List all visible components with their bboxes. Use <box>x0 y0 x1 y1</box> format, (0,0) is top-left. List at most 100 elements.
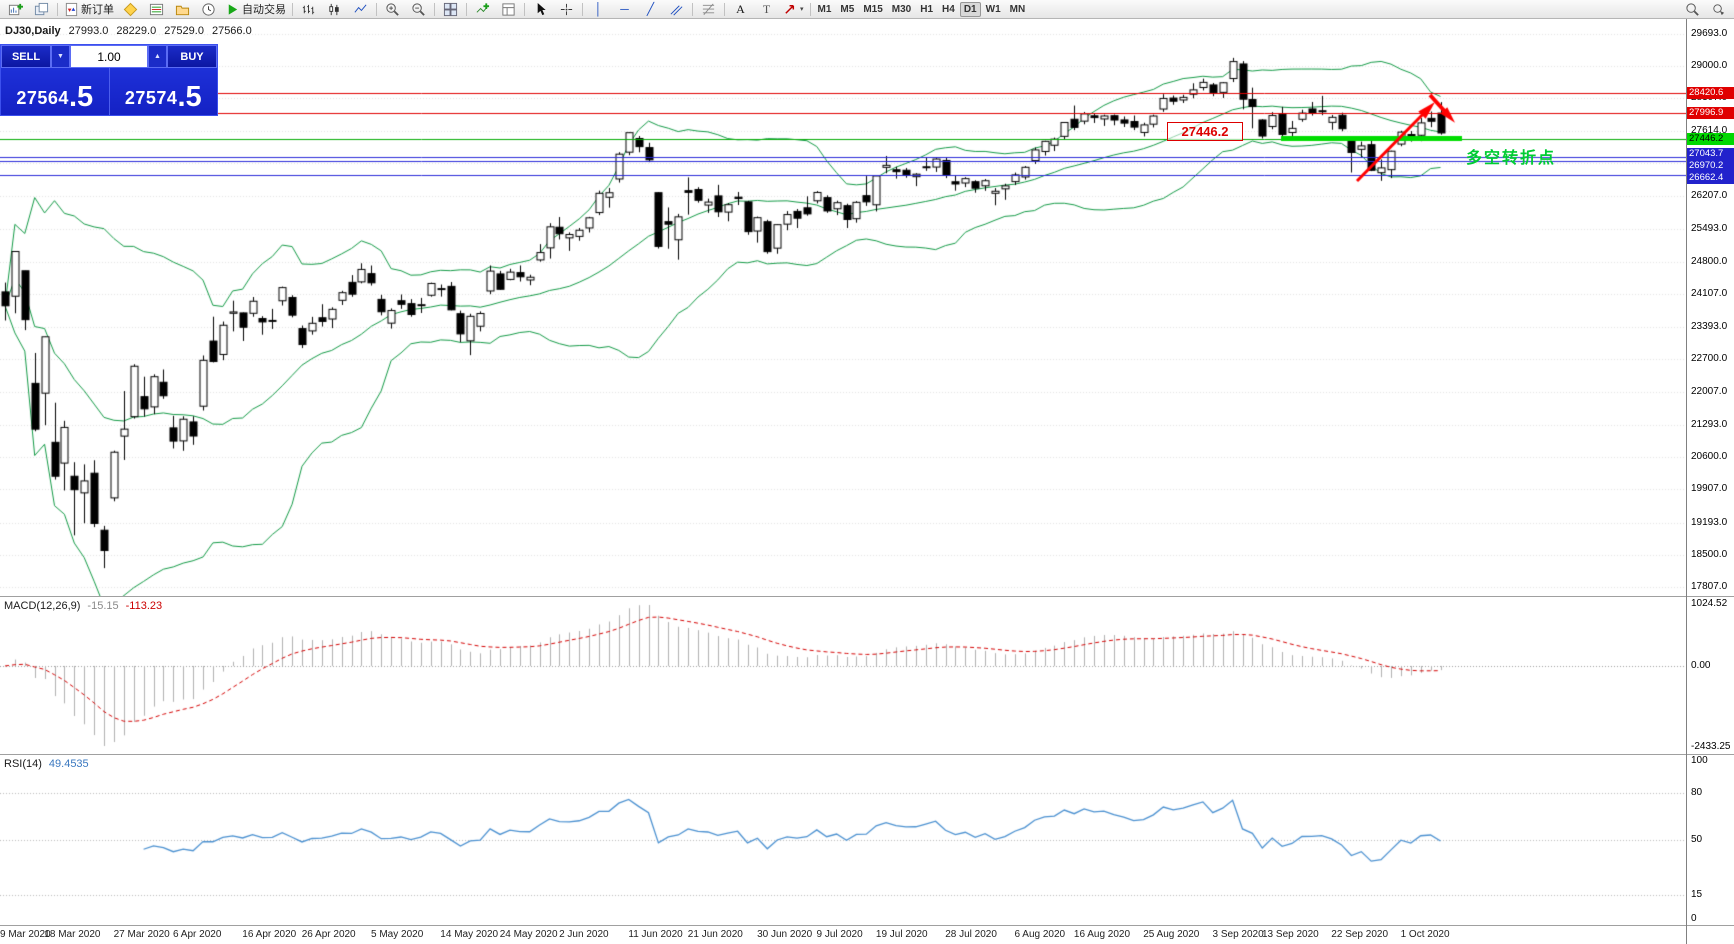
date-label: 30 Jun 2020 <box>757 929 813 940</box>
crosshair-tool-button[interactable] <box>554 0 579 19</box>
horizontal-line-tool-button[interactable]: ─ <box>612 0 637 19</box>
search-symbols-button[interactable] <box>1680 0 1705 19</box>
timeframe-w1-button[interactable]: W1 <box>985 3 1001 15</box>
market-watch-button[interactable] <box>144 0 169 19</box>
volume-down-button[interactable]: ▼ <box>51 45 70 68</box>
sell-price-button[interactable]: 27564 .5 <box>1 68 110 115</box>
line-chart-button[interactable] <box>348 0 373 19</box>
rsi-label: RSI(14) 49.4535 <box>4 758 89 770</box>
metaeditor-icon <box>123 2 138 16</box>
macd-axis-label: 0.00 <box>1691 659 1711 671</box>
metaeditor-button[interactable] <box>118 0 143 19</box>
label-tool-button[interactable]: T <box>754 0 779 19</box>
text-tool-button[interactable]: A <box>728 0 753 19</box>
macd-panel[interactable] <box>0 597 1686 754</box>
autotrade-button[interactable]: 自动交易 <box>222 0 289 19</box>
new-order-button[interactable]: 新订单 <box>61 0 117 19</box>
toolbar-menu-button[interactable] <box>1706 0 1731 19</box>
vertical-line-tool-button[interactable]: │ <box>586 0 611 19</box>
time-axis[interactable]: 9 Mar 2020 18 Mar 2020 27 Mar 2020 6 Apr 20… <box>0 926 1734 944</box>
toolbar-separator <box>524 2 525 16</box>
line-chart-icon <box>354 4 367 13</box>
tile-windows-icon <box>443 2 458 16</box>
new-chart-button[interactable] <box>3 0 28 19</box>
zoom-out-button[interactable] <box>406 0 431 19</box>
toolbar-separator <box>434 2 435 16</box>
price-tick: 22700.0 <box>1691 353 1728 365</box>
timeframe-m15-button[interactable]: M15 <box>863 3 883 15</box>
toolbar-separator <box>466 2 467 16</box>
date-label: 14 May 2020 <box>440 929 499 940</box>
trendline-icon: ╱ <box>646 2 655 16</box>
volume-input[interactable] <box>70 45 148 68</box>
timeframe-h4-button[interactable]: H4 <box>942 3 955 15</box>
indicators-button[interactable] <box>470 0 495 19</box>
navigator-button[interactable] <box>170 0 195 19</box>
macd-name: MACD(12,26,9) <box>4 600 81 612</box>
buy-button[interactable]: BUY <box>167 45 217 68</box>
turning-point-note: 多空转折点 <box>1466 150 1557 167</box>
panel-divider[interactable] <box>0 596 1734 597</box>
timeframe-m1-button[interactable]: M1 <box>817 3 832 15</box>
fibonacci-icon <box>702 3 715 15</box>
timeframe-m30-button[interactable]: M30 <box>891 3 912 15</box>
cursor-tool-button[interactable] <box>528 0 553 19</box>
panel-divider[interactable] <box>0 754 1734 755</box>
templates-icon <box>502 2 515 16</box>
bar-chart-button[interactable] <box>296 0 321 19</box>
templates-button[interactable] <box>496 0 521 19</box>
symbol-label: DJ30,Daily <box>5 25 61 37</box>
profiles-button[interactable] <box>29 0 54 19</box>
price-tick: 23393.0 <box>1691 321 1728 333</box>
trendline-tool-button[interactable]: ╱ <box>638 0 663 19</box>
search-icon <box>1686 2 1699 16</box>
rsi-value: 49.4535 <box>48 758 89 770</box>
arrows-tool-button[interactable]: ▾ <box>780 0 807 19</box>
volume-up-button[interactable]: ▲ <box>148 45 167 68</box>
buy-price-button[interactable]: 27574 .5 <box>110 68 218 115</box>
price-tick: 28307.0 <box>1691 92 1728 104</box>
price-tick: 18500.0 <box>1691 548 1728 560</box>
rsi-axis-label: 100 <box>1691 755 1708 766</box>
timeframe-d1-button[interactable]: D1 <box>959 1 981 17</box>
history-center-button[interactable] <box>196 0 221 19</box>
date-label: 3 Sep 2020 <box>1212 929 1264 940</box>
date-label: 16 Aug 2020 <box>1073 929 1131 940</box>
price-tick: 29000.0 <box>1691 60 1728 72</box>
bar-chart-icon <box>302 4 315 14</box>
sell-button[interactable]: SELL <box>1 45 51 68</box>
candlestick-chart-button[interactable] <box>322 0 347 19</box>
fibonacci-tool-button[interactable] <box>696 0 721 19</box>
new-order-label: 新订单 <box>81 4 114 16</box>
rsi-axis-label: 0 <box>1691 913 1697 924</box>
date-label: 28 Jul 2020 <box>945 929 997 940</box>
toolbar-separator <box>292 2 293 16</box>
date-label: 19 Jul 2020 <box>875 929 928 940</box>
close-value: 27566.0 <box>211 25 252 37</box>
main-chart[interactable] <box>0 19 1686 596</box>
price-tick: 20600.0 <box>1691 451 1728 463</box>
chart-header: DJ30,Daily 27993.0 28229.0 27529.0 27566… <box>5 25 252 37</box>
date-label: 21 Jun 2020 <box>687 929 743 940</box>
price-tick: 17807.0 <box>1691 581 1728 592</box>
channel-tool-button[interactable] <box>664 0 689 19</box>
cursor-icon <box>537 2 546 15</box>
timeframe-m5-button[interactable]: M5 <box>840 3 855 15</box>
date-label: 11 Jun 2020 <box>628 929 683 940</box>
arrows-icon <box>785 4 795 14</box>
date-label: 18 Mar 2020 <box>44 929 101 940</box>
zoom-in-button[interactable] <box>380 0 405 19</box>
rsi-name: RSI(14) <box>4 758 42 770</box>
price-badge: 26970.2 <box>1687 159 1734 172</box>
tile-windows-button[interactable] <box>438 0 463 19</box>
market-watch-icon <box>149 3 164 15</box>
rsi-panel[interactable] <box>0 755 1686 925</box>
text-icon: A <box>736 1 745 16</box>
toolbar-separator <box>582 2 583 16</box>
price-tick: 25493.0 <box>1691 223 1728 235</box>
timeframe-h1-button[interactable]: H1 <box>920 3 934 15</box>
one-click-trading-panel: SELL ▼ ▲ BUY 27564 .5 27574 .5 <box>0 44 218 116</box>
price-tick: 29693.0 <box>1691 28 1728 39</box>
timeframe-mn-button[interactable]: MN <box>1009 3 1026 15</box>
